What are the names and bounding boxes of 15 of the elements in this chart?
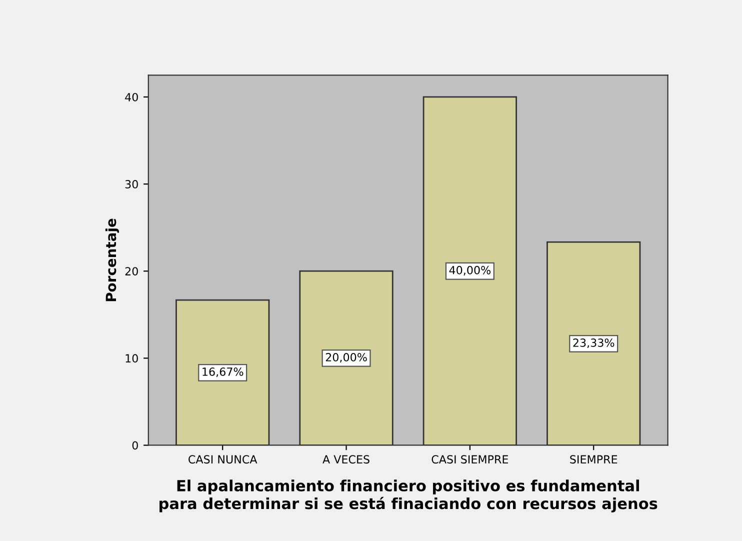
y-tick-label: 30 [125, 180, 138, 188]
y-tick-label: 40 [125, 92, 138, 102]
x-tick-label: CASI NUNCA [188, 455, 258, 464]
data-label: 16,67% [202, 367, 244, 378]
x-tick-label: SIEMPRE [570, 455, 618, 464]
data-label: 20,00% [326, 352, 367, 363]
y-tick-label: 10 [126, 354, 138, 363]
x-tick-label: CASI SIEMPRE [432, 455, 508, 464]
x-tick-label: A VECES [322, 455, 370, 464]
y-tick-label: 20 [125, 267, 138, 276]
data-label: 40,00% [449, 266, 491, 276]
y-tick-label: 0 [132, 441, 138, 450]
data-label: 23,33% [573, 338, 614, 348]
x-axis-title: El apalancamiento financiero positivo es fundamental para determinar si se está finaciando con recursos ajenos [160, 480, 658, 512]
y-axis-title: Porcentaje [105, 218, 119, 302]
